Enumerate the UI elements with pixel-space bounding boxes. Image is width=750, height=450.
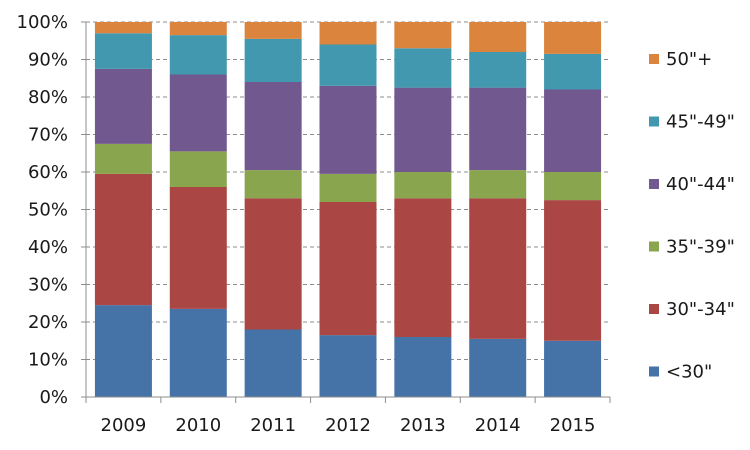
legend-label: <30" [666,362,712,383]
x-tick-label: 2011 [250,415,296,436]
legend-swatch [649,304,659,314]
bar-segment [94,33,152,69]
bar-segment [169,151,227,187]
axes [81,21,611,403]
legend-swatch [649,241,659,252]
x-axis-tick-labels: 2009 2010 2011 2012 2013 2014 2015 [101,415,596,436]
y-tick-label: 90% [28,50,68,71]
bar-segment [244,38,302,82]
bar-segment [394,337,452,397]
legend-swatch [649,366,659,377]
bar-segment [544,200,602,341]
bar-segment [244,170,302,199]
y-tick-label: 70% [28,125,68,146]
bar-segment [469,22,527,52]
bar-segment [169,74,227,152]
bar-segment [319,173,377,202]
y-tick-label: 40% [28,237,68,258]
y-axis-tick-labels: 0% 10% 20% 30% 40% 50% 60% 70% 80% 90% 100% [17,12,68,408]
y-tick-label: 30% [28,275,68,296]
bar-segment [94,68,152,144]
y-tick-label: 50% [28,200,68,221]
bar-segment [169,308,227,397]
x-tick-label: 2010 [175,415,221,436]
bar-segment [94,173,152,306]
bar-segment [394,22,452,49]
bar-segment [469,338,527,397]
bar-segment [544,22,602,54]
bar-segment [394,87,452,172]
legend-swatch [649,54,659,64]
bar-segment [319,202,377,336]
x-tick-label: 2012 [325,415,371,436]
bar-segment [94,143,152,174]
y-tick-label: 100% [17,12,68,33]
y-tick-label: 20% [28,312,68,333]
legend-label: 50"+ [666,49,712,70]
bar-segment [544,53,602,90]
bar-segment [169,187,227,309]
bar-segment [94,305,152,397]
y-tick-label: 0% [39,387,68,408]
bar-segment [169,35,227,75]
bar-segment [544,89,602,172]
legend-label: 45"-49" [666,112,735,133]
bars [94,22,602,397]
bar-segment [544,340,602,397]
bar-segment [319,44,377,86]
legend-swatch [649,116,659,127]
bar-segment [469,198,527,339]
legend-swatch [649,179,659,189]
bar-segment [394,198,452,337]
bar-segment [469,170,527,199]
bar-segment [169,22,227,36]
bar-segment [319,335,377,397]
bar-segment [244,329,302,397]
x-tick-label: 2013 [400,415,446,436]
x-tick-label: 2014 [475,415,521,436]
bar-segment [244,22,302,39]
y-tick-label: 10% [28,350,68,371]
legend-label: 35"-39" [666,237,735,258]
bar-segment [394,172,452,199]
y-tick-label: 80% [28,87,68,108]
bar-segment [244,82,302,171]
x-tick-label: 2015 [550,415,596,436]
bar-segment [94,22,152,34]
bar-segment [244,198,302,330]
bar-segment [544,172,602,201]
bar-segment [394,48,452,88]
legend-label: 30"-34" [666,299,735,320]
bar-segment [319,85,377,174]
bar-segment [319,22,377,45]
legend-label: 40"-44" [666,174,735,195]
x-tick-label: 2009 [101,415,147,436]
bar-segment [469,52,527,88]
legend: 50"+ 45"-49" 40"-44" 35"-39" 30"-34" <30" [649,49,735,383]
bar-segment [469,87,527,171]
y-tick-label: 60% [28,162,68,183]
